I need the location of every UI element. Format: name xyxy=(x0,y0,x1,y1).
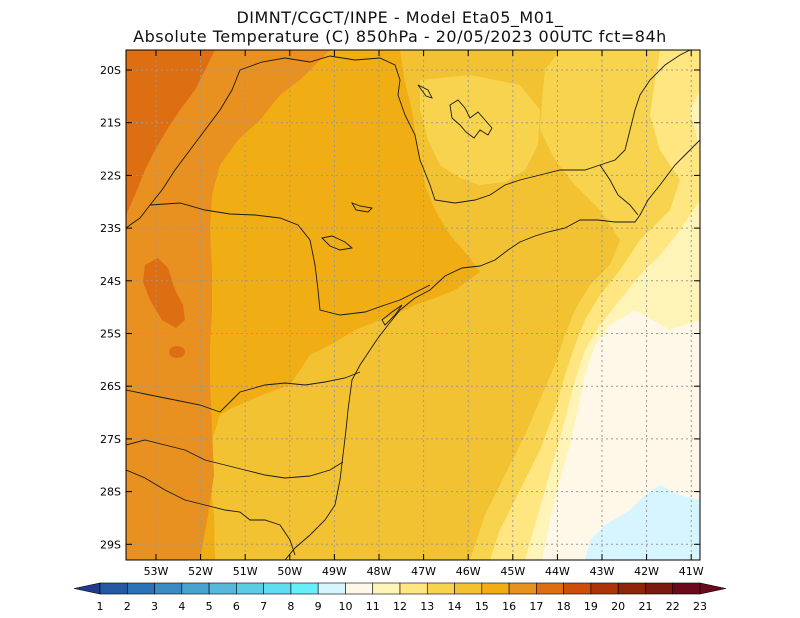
lat-label-26S: 26S xyxy=(100,380,121,393)
lon-label-53W: 53W xyxy=(144,565,169,578)
colorbar-swatch xyxy=(317,582,346,595)
colorbar-label: 6 xyxy=(233,600,240,613)
colorbar-swatch xyxy=(617,582,646,595)
colorbar-swatch xyxy=(290,582,319,595)
state-border-ms xyxy=(126,69,241,229)
state-border-sc-rs xyxy=(126,439,344,479)
colorbar-label: 12 xyxy=(393,600,407,613)
colorbar-swatch xyxy=(590,582,619,595)
lat-label-29S: 29S xyxy=(100,538,121,551)
colorbar-label: 7 xyxy=(260,600,267,613)
colorbar-label: 3 xyxy=(151,600,158,613)
lon-label-45W: 45W xyxy=(500,565,525,578)
field-19-north xyxy=(126,50,215,215)
state-border-rj-es xyxy=(599,164,639,216)
state-border-rs-south xyxy=(126,469,296,556)
lon-label-42W: 42W xyxy=(634,565,659,578)
colorbar-swatch xyxy=(236,582,264,595)
coastline xyxy=(284,139,700,560)
colorbar-swatch xyxy=(181,582,210,595)
colorbar-label: 15 xyxy=(475,600,489,613)
colorbar-label: 2 xyxy=(124,600,131,613)
colorbar-label: 5 xyxy=(206,600,213,613)
colorbar-label: 4 xyxy=(178,600,185,613)
plot-frame xyxy=(125,49,701,561)
colorbar-swatch xyxy=(154,582,183,595)
lon-label-44W: 44W xyxy=(545,565,570,578)
colorbar-swatch xyxy=(563,582,592,595)
colorbar-label: 14 xyxy=(448,600,462,613)
temperature-field xyxy=(126,50,700,560)
lon-label-43W: 43W xyxy=(590,565,615,578)
colorbar-swatch xyxy=(99,582,128,595)
colorbar-label: 23 xyxy=(693,600,707,613)
colorbar-swatch xyxy=(536,582,564,595)
lon-label-49W: 49W xyxy=(322,565,347,578)
colorbar-swatch xyxy=(126,582,155,595)
colorbar-label: 11 xyxy=(366,600,380,613)
colorbar-swatch xyxy=(454,582,483,595)
colorbar-swatch xyxy=(399,582,428,595)
lake-2 xyxy=(350,202,373,213)
lat-label-21S: 21S xyxy=(100,117,121,130)
field-19-mid xyxy=(143,258,185,328)
lat-label-20S: 20S xyxy=(100,64,121,77)
lat-label-22S: 22S xyxy=(100,169,121,182)
lat-label-27S: 27S xyxy=(100,433,121,446)
colorbar-label: 22 xyxy=(666,600,680,613)
state-border-mg-sp xyxy=(239,50,691,204)
coastal-lagoon xyxy=(381,304,403,326)
colorbar-label: 1 xyxy=(97,600,104,613)
colorbar-label: 18 xyxy=(557,600,571,613)
latitude-labels: 20S 21S 22S 23S 24S 25S 26S 27S 28S 29S xyxy=(100,64,700,551)
colorbar-swatch xyxy=(345,582,374,595)
colorbar-label: 21 xyxy=(638,600,652,613)
colorbar-swatch xyxy=(481,582,510,595)
colorbar-label: 9 xyxy=(315,600,322,613)
colorbar-label: 10 xyxy=(338,600,352,613)
colorbar-label: 17 xyxy=(529,600,543,613)
lon-label-50W: 50W xyxy=(277,565,302,578)
colorbar-swatch xyxy=(263,582,292,595)
lat-label-28S: 28S xyxy=(100,486,121,499)
map-title: DIMNT/CGCT/INPE - Model Eta05_M01_ xyxy=(236,8,564,27)
colorbar-label: 8 xyxy=(287,600,294,613)
lat-label-25S: 25S xyxy=(100,328,121,341)
field-11 xyxy=(585,485,700,560)
colorbar-swatch xyxy=(372,582,401,595)
colorbar-label: 13 xyxy=(420,600,434,613)
lat-label-23S: 23S xyxy=(100,222,121,235)
colorbar-label: 16 xyxy=(502,600,516,613)
colorbar-swatch xyxy=(672,582,701,595)
lake-1 xyxy=(449,99,493,139)
lon-label-48W: 48W xyxy=(367,565,392,578)
state-border-pr-sc xyxy=(126,371,361,413)
map-grid xyxy=(126,50,700,560)
state-border-sp-pr xyxy=(149,202,431,316)
lat-label-24S: 24S xyxy=(100,275,121,288)
colorbar-swatch xyxy=(426,582,455,595)
colorbar-label: 20 xyxy=(611,600,625,613)
colorbar-swatch xyxy=(645,582,674,595)
longitude-labels: 53W 52W 51W 50W 49W 48W 47W 46W 45W 44W 43W 42W 41W xyxy=(144,50,704,578)
field-18 xyxy=(126,50,330,560)
map-boundaries xyxy=(126,50,700,560)
colorbar-swatch xyxy=(208,582,237,595)
map-subtitle: Absolute Temperature (C) 850hPa - 20/05/… xyxy=(133,27,667,46)
colorbar-arrow-high xyxy=(699,582,727,595)
lon-label-46W: 46W xyxy=(456,565,481,578)
lon-label-51W: 51W xyxy=(233,565,258,578)
colorbar-swatch xyxy=(508,582,537,595)
lake-4 xyxy=(417,84,433,99)
colorbar: 1 2 3 4 5 6 7 8 9 10 11 12 13 14 15 16 17 18 19 20 21 22 23 xyxy=(73,582,727,613)
lon-label-47W: 47W xyxy=(411,565,436,578)
colorbar-arrow-low xyxy=(73,582,101,595)
lon-label-41W: 41W xyxy=(679,565,704,578)
lon-label-52W: 52W xyxy=(188,565,213,578)
colorbar-label: 19 xyxy=(584,600,598,613)
lake-3 xyxy=(321,235,354,251)
field-19-small xyxy=(169,346,185,358)
